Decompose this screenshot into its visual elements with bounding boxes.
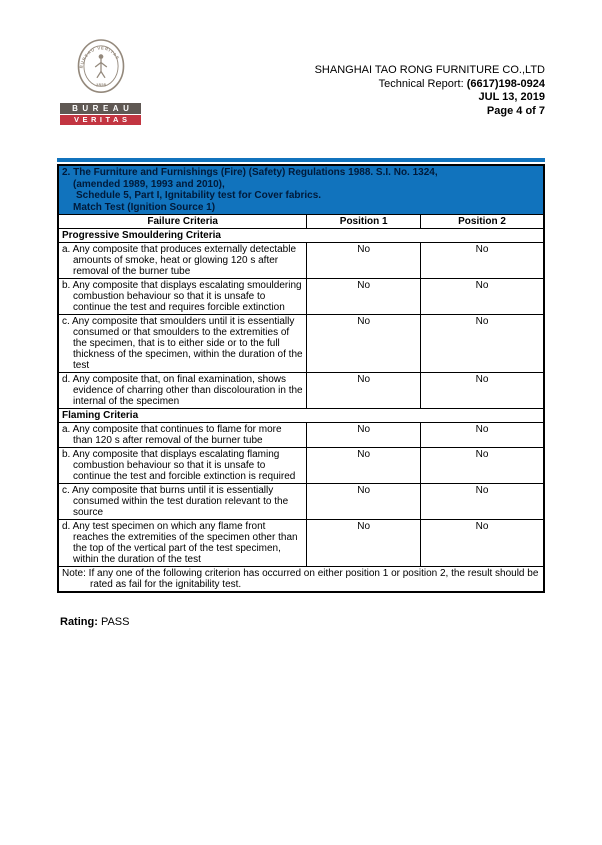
note-text: Note: If any one of the following criter…: [62, 568, 539, 590]
criteria-text: b. Any composite that displays escalatin…: [62, 280, 302, 313]
test-report-section: 2. The Furniture and Furnishings (Fire) …: [57, 158, 545, 593]
title-line: (amended 1989, 1993 and 2010),: [73, 178, 225, 190]
position2-result: No: [420, 422, 545, 448]
criteria-text: a. Any composite that continues to flame…: [62, 424, 282, 446]
position1-result: No: [306, 242, 422, 279]
criteria-cell: b. Any composite that displays escalatin…: [57, 278, 308, 315]
regulation-title-block: 2. The Furniture and Furnishings (Fire) …: [57, 164, 545, 215]
position2-result: No: [420, 242, 545, 279]
criteria-cell: d. Any composite that, on final examinat…: [57, 372, 308, 409]
criteria-cell: c. Any composite that smoulders until it…: [57, 314, 308, 373]
rating-value: PASS: [100, 616, 130, 628]
report-label: Technical Report:: [378, 77, 464, 90]
note-row: Note: If any one of the following criter…: [57, 566, 545, 593]
position2-result: No: [420, 278, 545, 315]
criteria-text: d. Any composite that, on final examinat…: [62, 374, 303, 407]
section-header: Progressive Smouldering Criteria: [57, 228, 545, 243]
position2-result: No: [420, 372, 545, 409]
criteria-text: c. Any composite that burns until it is …: [62, 485, 289, 518]
criteria-cell: d. Any test specimen on which any flame …: [57, 519, 308, 567]
criteria-text: d. Any test specimen on which any flame …: [62, 521, 298, 565]
position1-result: No: [306, 372, 422, 409]
position1-result: No: [306, 278, 422, 315]
position1-result: No: [306, 519, 422, 567]
position2-result: No: [420, 483, 545, 520]
position1-result: No: [306, 483, 422, 520]
criteria-text: a. Any composite that produces externall…: [62, 244, 297, 277]
page-header: BUREAU VERITAS 1828 BUREAU VERITAS: [60, 38, 545, 125]
title-line: 2. The Furniture and Furnishings (Fire) …: [62, 167, 438, 178]
position2-result: No: [420, 447, 545, 484]
criteria-text: c. Any composite that smoulders until it…: [62, 316, 303, 371]
report-number: (6617)198-0924: [466, 77, 545, 90]
criteria-cell: a. Any composite that continues to flame…: [57, 422, 308, 448]
position1-result: No: [306, 422, 422, 448]
blue-accent-strip: [57, 158, 545, 162]
report-number-line: Technical Report: (6617)198-0924: [315, 78, 545, 92]
results-table: 2. The Furniture and Furnishings (Fire) …: [57, 164, 545, 593]
bureau-veritas-seal-icon: BUREAU VERITAS 1828: [77, 39, 124, 94]
rating-label: Rating:: [60, 616, 98, 628]
column-header-3: Position 2: [420, 214, 545, 229]
criteria-text: b. Any composite that displays escalatin…: [62, 449, 296, 482]
seal-year-text: 1828: [95, 82, 106, 87]
position2-result: No: [420, 314, 545, 373]
criteria-cell: a. Any composite that produces externall…: [57, 242, 308, 279]
seal-figure-icon: [94, 54, 107, 79]
logo-bar-bureau: BUREAU: [60, 103, 141, 114]
column-header-2: Position 1: [306, 214, 422, 229]
report-date: JUL 13, 2019: [478, 91, 545, 103]
title-line: Match Test (Ignition Source 1): [73, 201, 216, 213]
bureau-veritas-seal: BUREAU VERITAS 1828: [60, 38, 141, 101]
report-header-text: SHANGHAI TAO RONG FURNITURE CO.,LTD Tech…: [315, 64, 545, 125]
criteria-cell: b. Any composite that displays escalatin…: [57, 447, 308, 484]
section-header: Flaming Criteria: [57, 408, 545, 423]
position2-result: No: [420, 519, 545, 567]
position1-result: No: [306, 314, 422, 373]
page-number: Page 4 of 7: [486, 104, 545, 117]
criteria-cell: c. Any composite that burns until it is …: [57, 483, 308, 520]
rating-line: Rating: PASS: [60, 616, 129, 628]
logo-bar-veritas: VERITAS: [60, 115, 141, 125]
bureau-veritas-logo: BUREAU VERITAS 1828 BUREAU VERITAS: [60, 38, 141, 125]
company-name: SHANGHAI TAO RONG FURNITURE CO.,LTD: [314, 64, 545, 76]
column-header-1: Failure Criteria: [57, 214, 308, 229]
position1-result: No: [306, 447, 422, 484]
title-line: Schedule 5, Part I, Ignitability test fo…: [76, 190, 322, 201]
